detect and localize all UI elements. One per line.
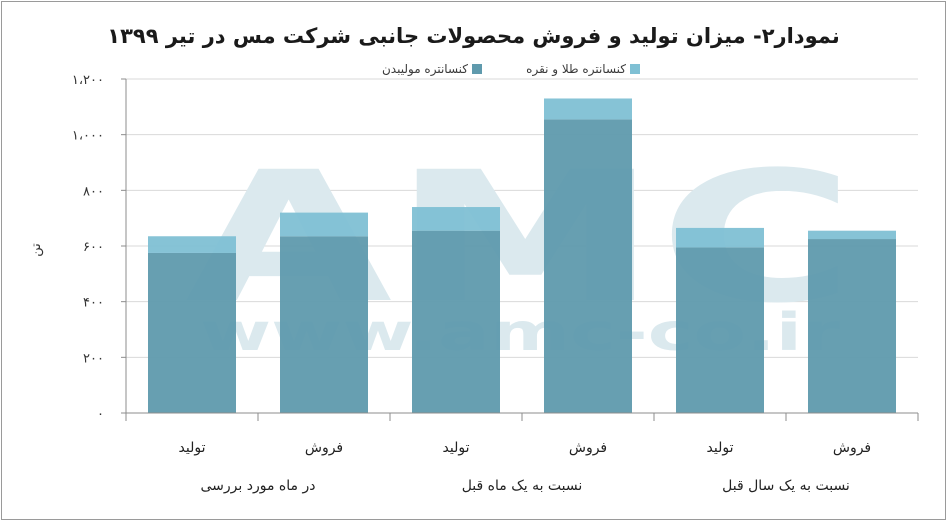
x-category-label: فروش [569,440,607,456]
x-category-label: تولید [179,440,206,456]
grid-layer [126,78,918,358]
legend-label-gold-silver: کنسانتره طلا و نقره [526,62,626,76]
chart-legend: کنسانتره طلا و نقره کنسانتره مولیبدن [340,60,660,80]
chart-title: نمودار۲- میزان تولید و فروش محصولات جانب… [107,24,840,48]
x-group-label: نسبت به یک ماه قبل [462,478,583,494]
bar-gold-silver [280,212,368,237]
y-tick-label: ۱،۰۰۰ [72,129,104,144]
x-category-label: فروش [305,440,343,456]
x-category-label: تولید [443,440,470,456]
bar-molybdenum [280,236,368,413]
axis-layer: ۰ ۲۰۰ ۴۰۰ ۶۰۰ ۸۰۰ ۱،۰۰۰ ۱،۲۰۰ تن تولید فروش تولید ف… [29,73,919,494]
bar-gold-silver [808,230,896,240]
x-category-label: تولید [707,440,734,456]
legend-item-gold-silver: کنسانتره طلا و نقره [526,62,640,76]
bar-gold-silver [544,98,632,120]
bar-molybdenum [412,230,500,413]
bar-gold-silver [148,236,236,253]
legend-swatch-gold-silver [630,64,640,74]
legend-item-molybdenum: کنسانتره مولیبدن [382,62,482,76]
y-tick-label: ۴۰۰ [83,296,104,311]
y-tick-label: ۲۰۰ [83,351,104,366]
bar-molybdenum [808,239,896,413]
bar-molybdenum [148,252,236,413]
bar-gold-silver [676,227,764,248]
bar-molybdenum [676,247,764,413]
y-tick-label: ۸۰۰ [83,184,104,199]
bar-gold-silver [412,207,500,231]
bars-layer [148,98,896,413]
x-category-label: فروش [833,440,871,456]
legend-swatch-molybdenum [472,64,482,74]
x-group-label: نسبت به یک سال قبل [722,478,850,494]
legend-label-molybdenum: کنسانتره مولیبدن [381,62,468,76]
y-tick-label: ۰ [97,407,104,422]
y-tick-label: ۱،۲۰۰ [72,73,104,88]
y-tick-label: ۶۰۰ [83,240,104,255]
bar-molybdenum [544,119,632,413]
x-group-label: در ماه مورد بررسی [201,478,316,494]
y-axis-label: تن [29,243,44,257]
